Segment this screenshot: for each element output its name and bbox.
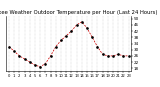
Title: Milwaukee Weather Outdoor Temperature per Hour (Last 24 Hours): Milwaukee Weather Outdoor Temperature pe… [0, 10, 158, 15]
